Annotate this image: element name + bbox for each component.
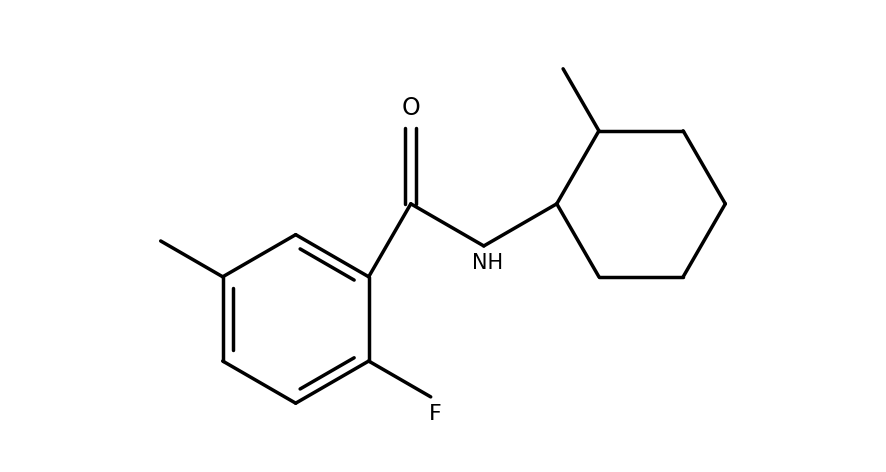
Text: F: F [429,404,441,423]
Text: O: O [401,95,420,119]
Text: NH: NH [472,253,503,273]
